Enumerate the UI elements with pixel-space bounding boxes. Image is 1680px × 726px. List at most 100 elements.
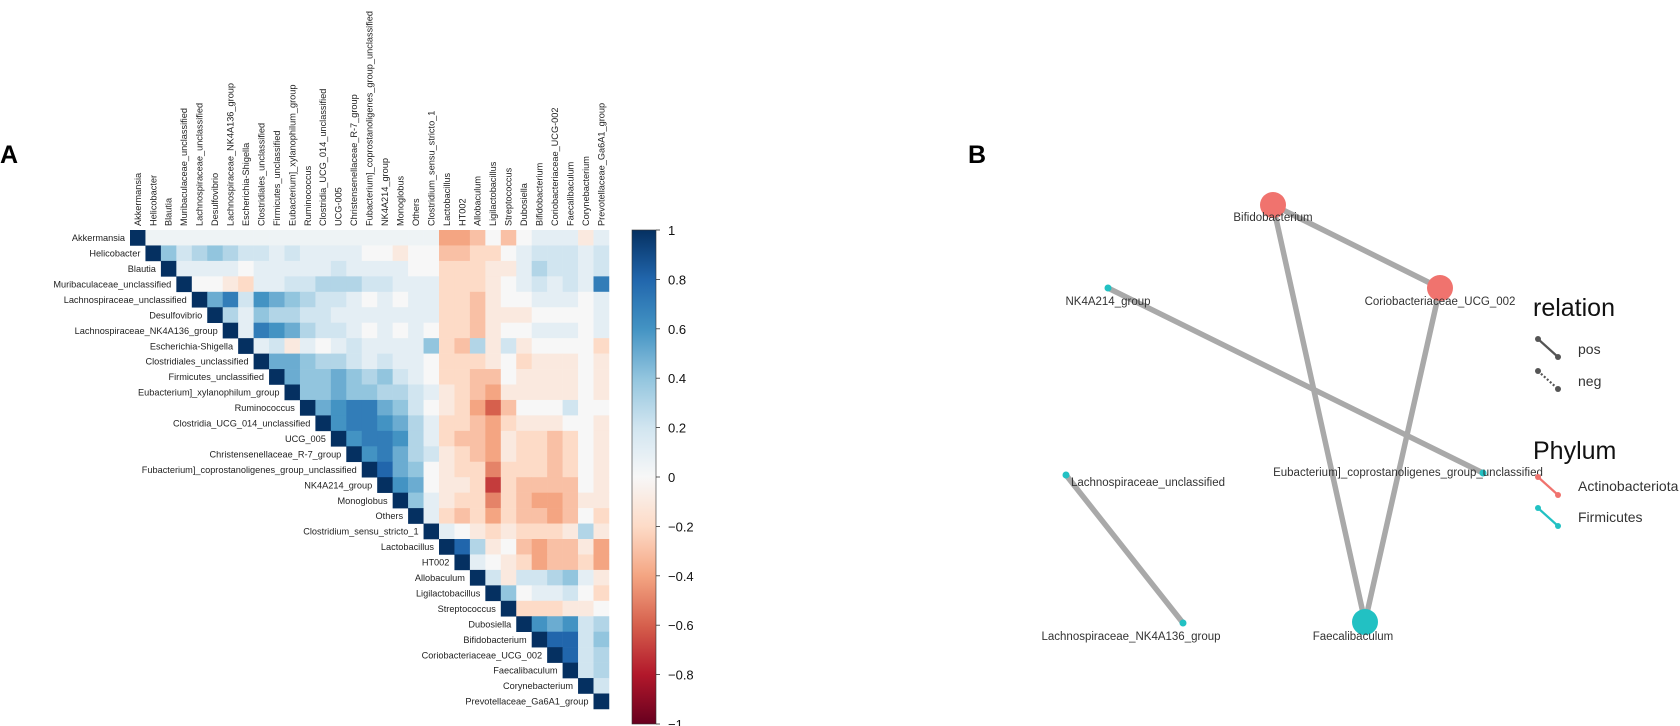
heatmap-cell (315, 369, 332, 385)
heatmap-cell (299, 353, 316, 370)
heatmap-cell (361, 322, 378, 339)
colorbar-tick-label: −0.8 (668, 668, 694, 683)
heatmap-cell (392, 307, 409, 323)
heatmap-cell (531, 338, 548, 354)
heatmap-cell (578, 616, 594, 632)
heatmap-cell (516, 245, 532, 262)
colorbar-tick-label: 1 (668, 223, 675, 238)
heatmap-cell (593, 585, 610, 602)
heatmap-cell (531, 384, 548, 401)
heatmap-cell (500, 260, 517, 277)
row-label: Streptococcus (438, 604, 497, 614)
heatmap-cell (299, 384, 316, 401)
colorbar-tick-label: 0.4 (668, 371, 686, 386)
network-legend: relation pos neg Phylum Actinobacteriota Firm… (1533, 294, 1679, 529)
heatmap-cell (454, 230, 471, 246)
row-label: Desulfovibrio (149, 310, 202, 320)
heatmap-cell (439, 260, 455, 277)
heatmap-cell (454, 399, 471, 416)
heatmap-cell (547, 245, 563, 262)
heatmap-cell (562, 291, 579, 308)
heatmap-cell (439, 477, 455, 493)
heatmap-cell (562, 415, 579, 432)
heatmap-cell (392, 322, 409, 339)
heatmap-cell (531, 307, 548, 323)
heatmap-cell (516, 539, 532, 555)
heatmap-cell (408, 461, 424, 478)
row-label: NK4A214_group (304, 480, 372, 490)
heatmap-cell (531, 508, 548, 524)
heatmap-cell (269, 353, 285, 370)
heatmap-cell (469, 399, 486, 416)
heatmap-cell (547, 369, 563, 385)
heatmap-cell (469, 276, 486, 293)
heatmap-cell (253, 230, 270, 246)
heatmap-cell (500, 384, 517, 401)
heatmap-cell (531, 616, 548, 632)
heatmap-cell (361, 291, 378, 308)
heatmap-cell (578, 245, 594, 262)
heatmap-cell (531, 322, 548, 339)
heatmap-cell (500, 600, 517, 617)
colorbar-tick-label: 0 (668, 470, 675, 485)
heatmap-cell (547, 631, 563, 648)
heatmap-cell (377, 415, 393, 432)
heatmap-cell (423, 477, 440, 493)
heatmap-cell (377, 307, 393, 323)
column-label: Clostridiales_unclassified (256, 123, 266, 226)
heatmap-cell (377, 369, 393, 385)
heatmap-cell (593, 230, 610, 246)
column-label: Faecalibaculum (565, 161, 575, 226)
heatmap-cell (361, 384, 378, 401)
heatmap-cell (500, 307, 517, 323)
heatmap-cell (547, 539, 563, 555)
colorbar-tick-label: −0.6 (668, 618, 694, 633)
heatmap-cell (562, 276, 579, 293)
heatmap-cell (469, 260, 486, 277)
heatmap-cell (454, 554, 471, 571)
heatmap-cell (454, 291, 471, 308)
heatmap-cell (346, 369, 363, 385)
heatmap-cell (423, 291, 440, 308)
heatmap-cell (469, 291, 486, 308)
column-label: Ruminococcus (303, 165, 313, 226)
row-label: Clostridia_UCG_014_unclassified (173, 419, 310, 429)
heatmap-cell (176, 245, 193, 262)
heatmap-cell (485, 399, 502, 416)
heatmap-cell (531, 276, 548, 293)
heatmap-cell (299, 338, 316, 354)
heatmap-cell (516, 446, 532, 463)
row-label: Corynebacterium (503, 681, 573, 691)
heatmap-cell (439, 369, 455, 385)
heatmap-cell (593, 508, 610, 524)
heatmap-cell (207, 245, 223, 262)
heatmap-cell (547, 600, 563, 617)
heatmap-cell (315, 384, 332, 401)
column-label: Lachnospiraceae_unclassified (195, 103, 205, 226)
co-occurrence-network: Bifidobacterium Coriobacteriaceae_UCG_002… (1041, 192, 1543, 643)
heatmap-cell (547, 523, 563, 540)
heatmap-cell (377, 384, 393, 401)
heatmap-cell (284, 245, 301, 262)
heatmap-cell (500, 230, 517, 246)
heatmap-cell (299, 369, 316, 385)
heatmap-cell (531, 291, 548, 308)
heatmap-cell (516, 430, 532, 447)
heatmap-cell (299, 399, 316, 416)
heatmap-cell (361, 430, 378, 447)
heatmap-cell (547, 585, 563, 602)
network-edge (1270, 202, 1443, 291)
heatmap-cell (516, 291, 532, 308)
row-label: Lactobacillus (381, 542, 435, 552)
heatmap-cell (516, 508, 532, 524)
heatmap-cell (284, 384, 301, 401)
heatmap-cell (516, 276, 532, 293)
heatmap-cell (500, 492, 517, 509)
heatmap-cell (454, 492, 471, 509)
heatmap-cell (392, 415, 409, 432)
heatmap-cell (562, 477, 579, 493)
heatmap-cell (269, 369, 285, 385)
heatmap-cell (361, 307, 378, 323)
heatmap-cell (330, 276, 347, 293)
colorbar: 1 0.8 0.6 0.4 0.2 0 −0.2 −0.4 −0.6 −0.8 −1 (631, 223, 694, 726)
